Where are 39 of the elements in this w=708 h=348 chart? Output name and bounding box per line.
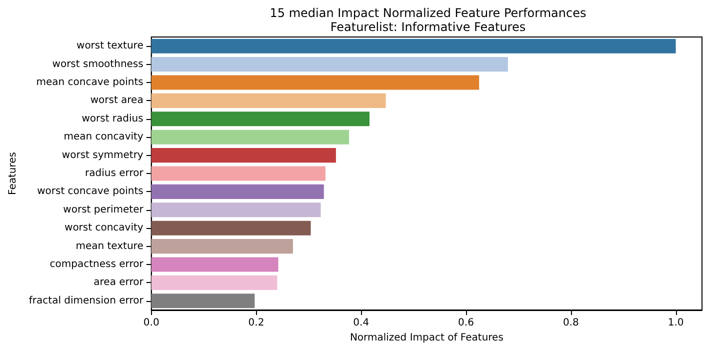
- bar: [151, 239, 293, 254]
- bar: [151, 257, 278, 272]
- bar: [151, 184, 324, 199]
- y-tick-label: worst texture: [76, 40, 144, 52]
- bar: [151, 202, 321, 218]
- y-tick-label: radius error: [85, 168, 144, 179]
- bar: [151, 130, 350, 144]
- bar: [151, 75, 480, 90]
- bar: [151, 38, 676, 54]
- bar: [151, 112, 370, 126]
- bar: [151, 57, 508, 72]
- y-tick-label: worst concavity: [64, 222, 144, 234]
- bar: [151, 294, 255, 308]
- x-tick-label: 0.0: [143, 318, 160, 328]
- x-tick-label: 0.2: [248, 318, 264, 328]
- bar: [151, 148, 336, 163]
- y-tick-label: worst perimeter: [63, 204, 144, 216]
- bar: [151, 166, 326, 181]
- y-tick-label: mean concave points: [36, 77, 144, 88]
- x-tick-label: 0.8: [562, 318, 579, 328]
- y-tick-label: area error: [94, 277, 144, 288]
- y-tick-label: worst radius: [82, 113, 144, 124]
- chart-title: 15 median Impact Normalized Feature Performances Featurelist: Informative Features: [270, 6, 586, 34]
- y-tick-label: mean concavity: [64, 132, 144, 143]
- y-tick-label: compactness error: [50, 259, 144, 270]
- y-tick-label: worst area: [90, 95, 144, 106]
- bar: [151, 275, 278, 290]
- y-tick-label: worst concave points: [37, 186, 144, 198]
- y-tick-label: mean texture: [76, 240, 144, 252]
- x-axis-title: Normalized Impact of Features: [350, 332, 504, 344]
- x-tick-label: 0.6: [458, 318, 474, 328]
- y-tick-label: worst symmetry: [62, 150, 144, 161]
- x-tick-label: 0.4: [353, 318, 370, 328]
- y-tick-label: worst smoothness: [52, 58, 144, 70]
- x-tick-label: 1.0: [668, 318, 684, 328]
- bar: [151, 220, 311, 236]
- y-axis-title: Features: [8, 152, 18, 195]
- y-tick-label: fractal dimension error: [28, 295, 144, 306]
- bar: [151, 93, 386, 108]
